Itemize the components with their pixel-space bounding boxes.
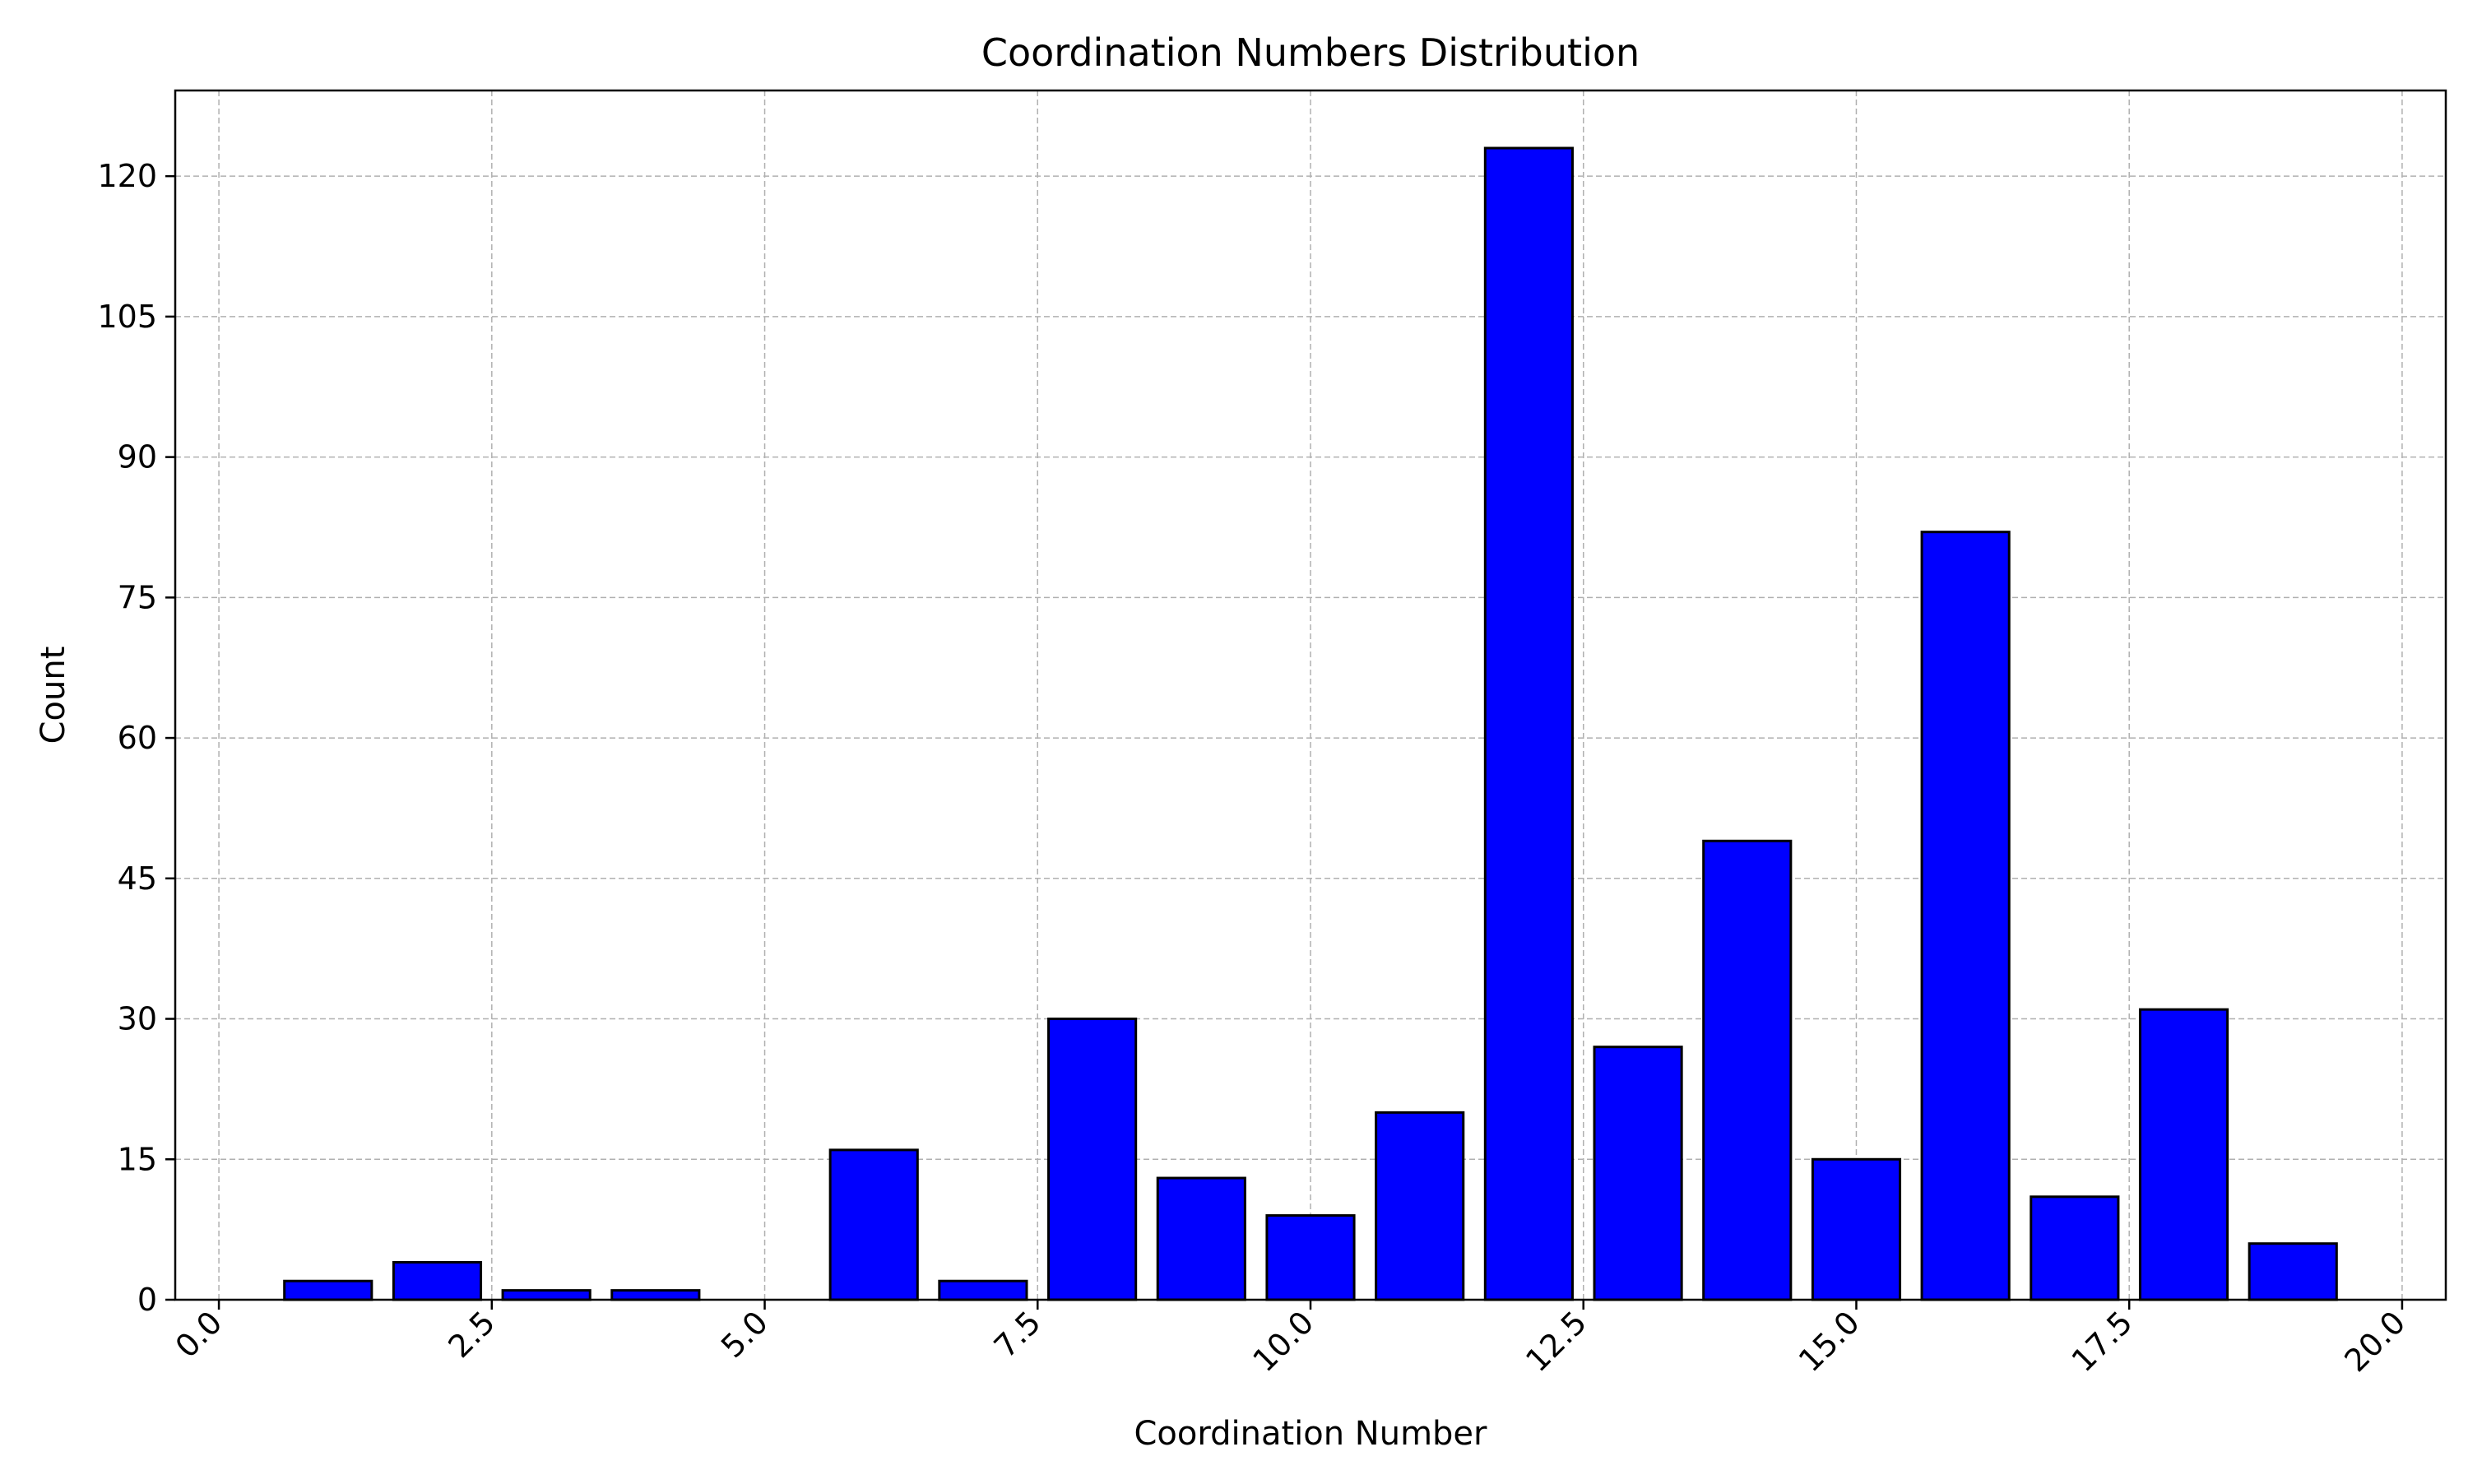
bar-19: [2248, 1242, 2338, 1301]
bar-15: [1811, 1157, 1902, 1301]
bar-18: [2138, 1008, 2229, 1301]
bar-11: [1375, 1111, 1465, 1301]
bar-8: [1047, 1018, 1138, 1301]
bar-13: [1593, 1046, 1683, 1301]
y-tick-label: 0: [137, 1282, 157, 1318]
bar-1: [283, 1279, 373, 1301]
bar-10: [1265, 1214, 1356, 1301]
bar-3: [501, 1289, 591, 1301]
bar-7: [938, 1279, 1028, 1301]
x-tick-label: 12.5: [1519, 1304, 1594, 1379]
y-tick-label: 60: [118, 720, 157, 756]
chart-title: Coordination Numbers Distribution: [981, 30, 1640, 75]
x-tick-label: 15.0: [1792, 1304, 1867, 1379]
bar-12: [1483, 146, 1574, 1301]
x-tick-label: 20.0: [2337, 1304, 2412, 1379]
x-tick-label: 7.5: [987, 1304, 1048, 1365]
y-tick-label: 90: [118, 439, 157, 475]
bar-4: [610, 1289, 701, 1301]
x-tick-label: 0.0: [169, 1304, 230, 1365]
y-tick-label: 45: [118, 860, 157, 897]
y-tick-label: 15: [118, 1141, 157, 1177]
y-tick-label: 75: [118, 579, 157, 615]
y-axis-label: Count: [35, 647, 72, 744]
bar-2: [392, 1260, 483, 1301]
bar-14: [1702, 839, 1793, 1301]
x-tick-label: 2.5: [441, 1304, 502, 1365]
y-tick-label: 120: [97, 158, 157, 194]
x-tick-label: 10.0: [1246, 1304, 1320, 1379]
bars: [283, 146, 2338, 1301]
grid: [175, 90, 2446, 1301]
y-tick-label: 105: [97, 299, 157, 335]
bar-9: [1156, 1176, 1246, 1301]
x-tick-label: 17.5: [2065, 1304, 2140, 1379]
x-tick-label: 5.0: [714, 1304, 775, 1365]
bar-6: [828, 1148, 919, 1301]
x-axis-label: Coordination Number: [1134, 1415, 1487, 1453]
bar-17: [2030, 1195, 2120, 1301]
bar-16: [1920, 531, 2011, 1301]
y-tick-label: 30: [118, 1001, 157, 1037]
